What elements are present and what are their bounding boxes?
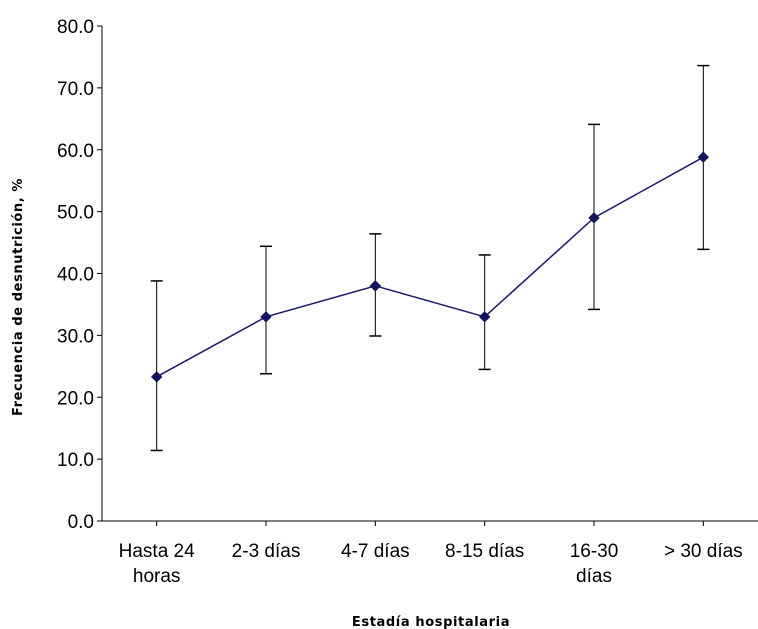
data-point (478, 311, 491, 323)
x-tick-label: 2-3 días (232, 541, 301, 562)
series-line (156, 156, 704, 378)
data-point (588, 212, 600, 224)
y-tick-label: 80.0 (57, 17, 94, 38)
x-tick-label: 16-30 (570, 541, 619, 562)
y-tick-label: 60.0 (57, 141, 94, 162)
y-tick-label: 20.0 (57, 388, 94, 409)
x-axis-title: Estadía hospitalaria (352, 615, 510, 629)
x-tick-label: Hasta 24 (119, 541, 195, 562)
y-tick-label: 30.0 (57, 326, 94, 347)
y-tick-label: 50.0 (57, 203, 94, 224)
y-tick-label: 40.0 (57, 265, 94, 286)
x-tick-label: 4-7 días (341, 541, 410, 562)
x-tick-label: 8-15 días (445, 541, 524, 562)
y-axis-title: Frecuencia de desnutrición, % (11, 178, 26, 416)
y-tick-label: 70.0 (57, 79, 94, 100)
x-tick-label: horas (133, 566, 181, 587)
x-tick-label: > 30 días (664, 541, 743, 562)
data-point (260, 311, 272, 323)
y-tick-label: 10.0 (57, 450, 94, 471)
data-point (150, 371, 163, 383)
x-tick-label: días (576, 566, 612, 587)
data-point (697, 151, 710, 163)
data-point (369, 280, 382, 292)
y-tick-label: 0.0 (68, 512, 94, 533)
